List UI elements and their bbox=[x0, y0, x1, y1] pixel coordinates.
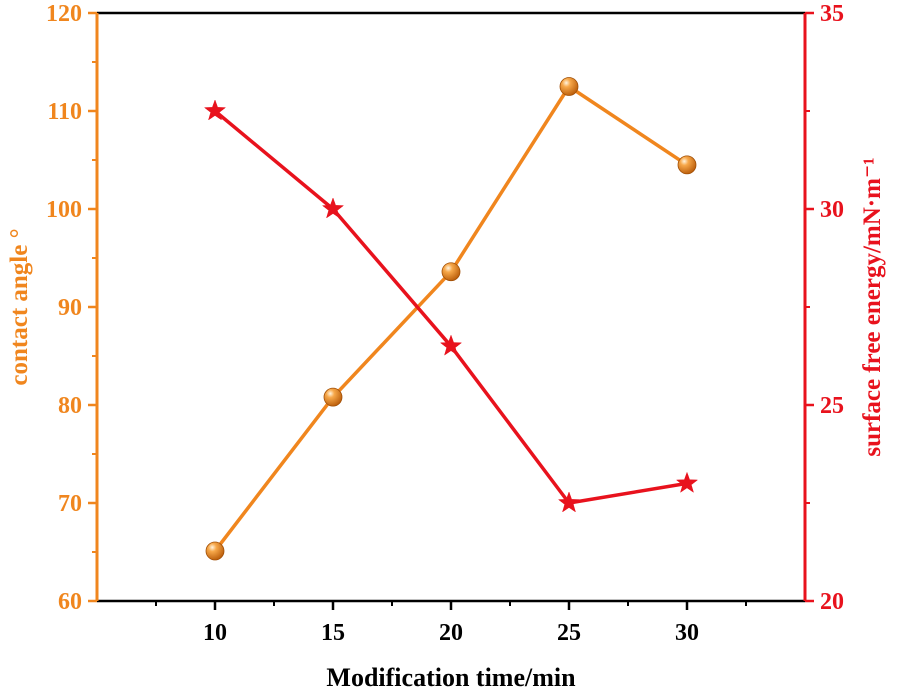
left-tick-label: 120 bbox=[46, 1, 82, 27]
left-tick-label: 90 bbox=[58, 295, 82, 321]
right-tick-label: 25 bbox=[820, 393, 844, 419]
surface-energy-point bbox=[203, 99, 227, 121]
contact-angle-point bbox=[677, 155, 697, 175]
contact-angle-point bbox=[205, 541, 225, 561]
contact-angle-point bbox=[323, 387, 343, 407]
ticks: 60 70 80 90 100 110 120 20 25 30 35 10 15 20 25 30 bbox=[46, 1, 844, 646]
series-line-contact-angle bbox=[213, 84, 688, 553]
left-tick-label: 100 bbox=[46, 197, 82, 223]
left-tick-label: 60 bbox=[58, 589, 82, 615]
right-tick-label: 30 bbox=[820, 197, 844, 223]
x-tick-label: 25 bbox=[557, 620, 581, 646]
surface-energy-point bbox=[675, 471, 699, 493]
left-tick-label: 80 bbox=[58, 393, 82, 419]
x-tick-label: 10 bbox=[203, 620, 227, 646]
right-axis-title: surface free energy/mN·m⁻¹ bbox=[859, 157, 886, 456]
surface-energy-point bbox=[557, 491, 581, 513]
contact-angle-point bbox=[441, 262, 461, 282]
left-tick-label: 70 bbox=[58, 491, 82, 517]
right-tick-label: 20 bbox=[820, 589, 844, 615]
left-tick-label: 110 bbox=[47, 99, 82, 125]
x-tick-label: 30 bbox=[675, 620, 699, 646]
x-tick-label: 15 bbox=[321, 620, 345, 646]
series bbox=[203, 77, 699, 561]
surface-energy-point bbox=[321, 197, 345, 219]
x-axis-title: Modification time/min bbox=[326, 663, 576, 691]
left-axis-title: contact angle ° bbox=[6, 228, 33, 385]
series-line-surface-energy bbox=[213, 109, 688, 505]
surface-energy-point bbox=[439, 334, 463, 356]
contact-angle-point bbox=[559, 77, 579, 96]
right-tick-label: 35 bbox=[820, 1, 844, 27]
x-tick-label: 20 bbox=[439, 620, 463, 646]
